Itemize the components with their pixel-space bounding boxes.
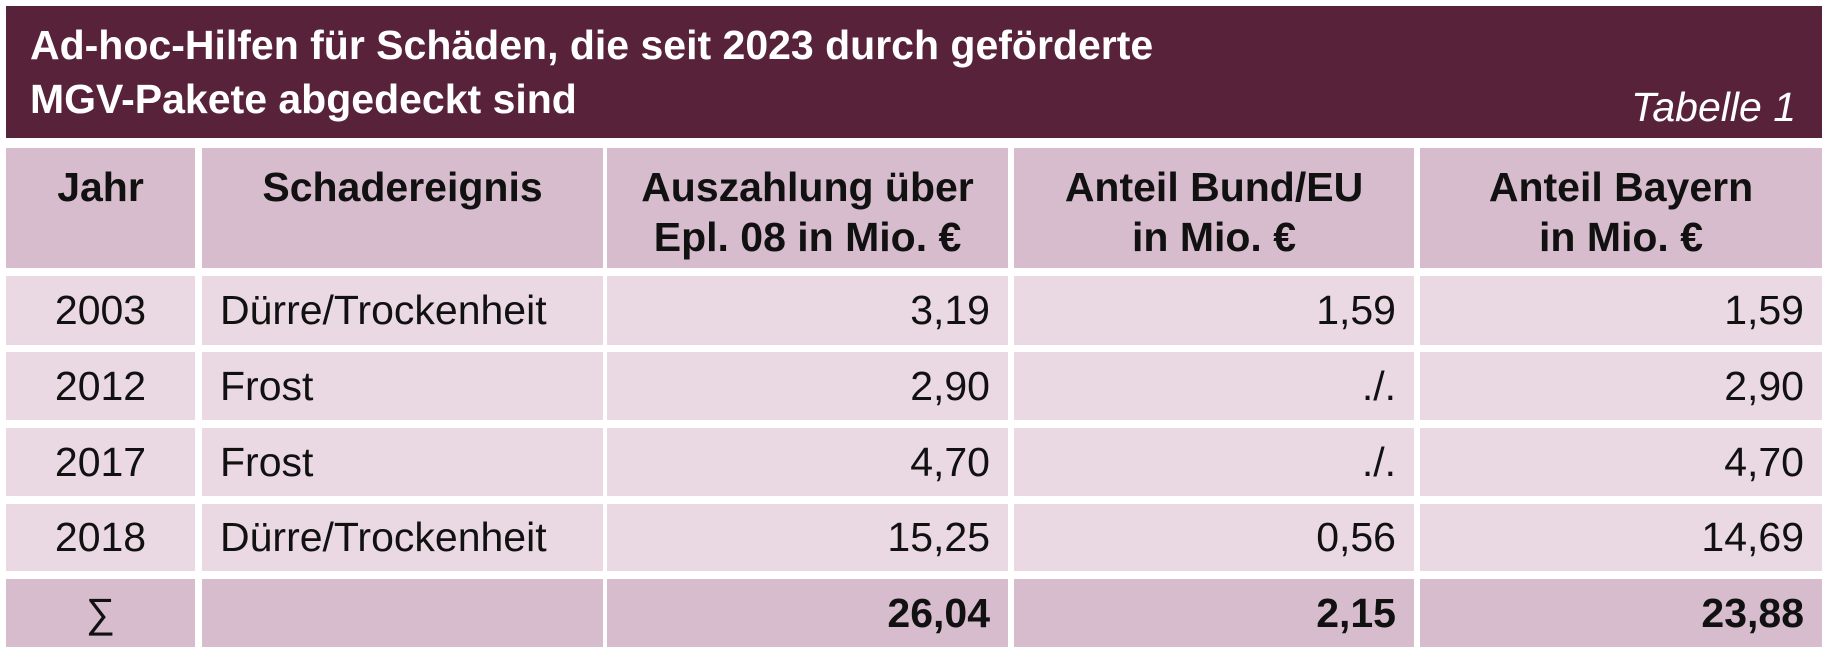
table-cell: 4,70 xyxy=(607,428,1008,496)
title-bar: Ad-hoc-Hilfen für Schäden, die seit 2023… xyxy=(6,6,1822,138)
table-cell: Frost xyxy=(202,352,603,420)
total-label: ∑ xyxy=(6,579,195,647)
table-label: Tabelle 1 xyxy=(1631,84,1796,130)
table-cell: 1,59 xyxy=(1420,276,1822,345)
header-line: Anteil Bayern xyxy=(1488,164,1754,210)
column-header: Auszahlung über Epl. 08 in Mio. € xyxy=(607,148,1008,268)
total-value: 2,15 xyxy=(1014,579,1414,647)
table-cell: 2,90 xyxy=(607,352,1008,420)
table-cell: 2017 xyxy=(6,428,195,496)
header-line: Epl. 08 in Mio. € xyxy=(653,214,962,260)
table-cell: 1,59 xyxy=(1014,276,1414,345)
title-line: MGV-Pakete abgedeckt sind xyxy=(30,76,577,122)
header-line: Anteil Bund/EU xyxy=(1064,164,1364,210)
table-cell: 0,56 xyxy=(1014,504,1414,571)
table-cell: 2,90 xyxy=(1420,352,1822,420)
table-cell: Dürre/Trockenheit xyxy=(202,504,603,571)
total-value: 23,88 xyxy=(1420,579,1822,647)
header-line: Schadereignis xyxy=(262,164,543,210)
title-line: Ad-hoc-Hilfen für Schäden, die seit 2023… xyxy=(30,22,1154,68)
column-header: Schadereignis xyxy=(202,148,603,268)
header-line: in Mio. € xyxy=(1539,214,1703,260)
column-header: Jahr xyxy=(6,148,195,268)
table-cell: 14,69 xyxy=(1420,504,1822,571)
header-line: Jahr xyxy=(57,164,144,210)
table-cell: 3,19 xyxy=(607,276,1008,345)
table-cell: ./. xyxy=(1014,428,1414,496)
table-cell: 4,70 xyxy=(1420,428,1822,496)
table-cell: ./. xyxy=(1014,352,1414,420)
table-cell xyxy=(202,579,603,647)
column-header: Anteil Bund/EU in Mio. € xyxy=(1014,148,1414,268)
table-cell: Frost xyxy=(202,428,603,496)
table-cell: 15,25 xyxy=(607,504,1008,571)
table-cell: 2018 xyxy=(6,504,195,571)
table-cell: 2003 xyxy=(6,276,195,345)
header-line: Auszahlung über xyxy=(641,164,974,210)
column-header: Anteil Bayern in Mio. € xyxy=(1420,148,1822,268)
total-value: 26,04 xyxy=(607,579,1008,647)
table-cell: 2012 xyxy=(6,352,195,420)
table-cell: Dürre/Trockenheit xyxy=(202,276,603,345)
header-line: in Mio. € xyxy=(1132,214,1296,260)
